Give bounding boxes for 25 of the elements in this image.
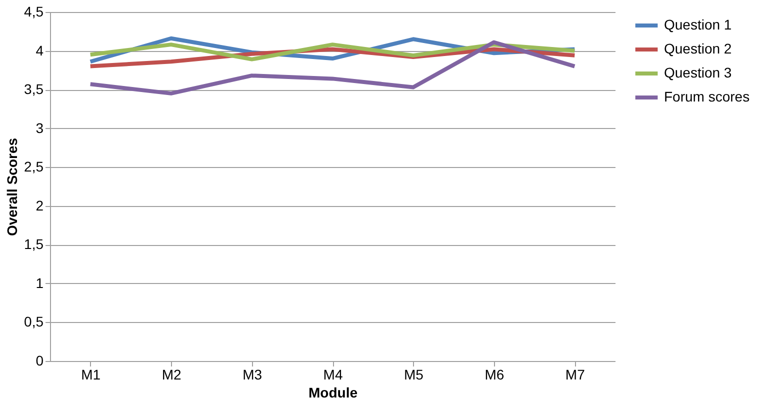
y-tick-label: 2 [36,197,44,214]
y-tick-label: 0,5 [24,314,44,330]
x-tick-label: M3 [242,366,262,382]
x-tick-label: M5 [404,366,424,382]
legend-label: Forum scores [664,88,750,104]
y-tick-label: 1 [36,274,44,291]
legend-label: Question 2 [664,40,732,56]
x-tick-label: M6 [484,366,504,382]
line-series [88,42,577,62]
line-series [88,40,577,96]
x-tick-label: M7 [565,366,586,382]
legend-label: Question 1 [664,16,732,32]
x-tick-label: M2 [162,366,182,382]
legend-label: Question 3 [664,64,732,80]
y-tick-label: 4,5 [24,4,44,20]
y-tick-label: 0 [36,352,44,368]
y-tick-label: 4 [36,42,44,58]
x-axis-title: Module [308,384,358,400]
y-tick-label: 3 [36,120,44,136]
y-tick-label: 2,5 [24,158,44,175]
x-tick-label: M1 [81,366,101,382]
y-tick-label: 1,5 [24,236,44,252]
y-tick-label: 3,5 [24,81,44,98]
x-tick-label: M4 [323,366,343,382]
y-axis-title: Overall Scores [4,138,20,236]
